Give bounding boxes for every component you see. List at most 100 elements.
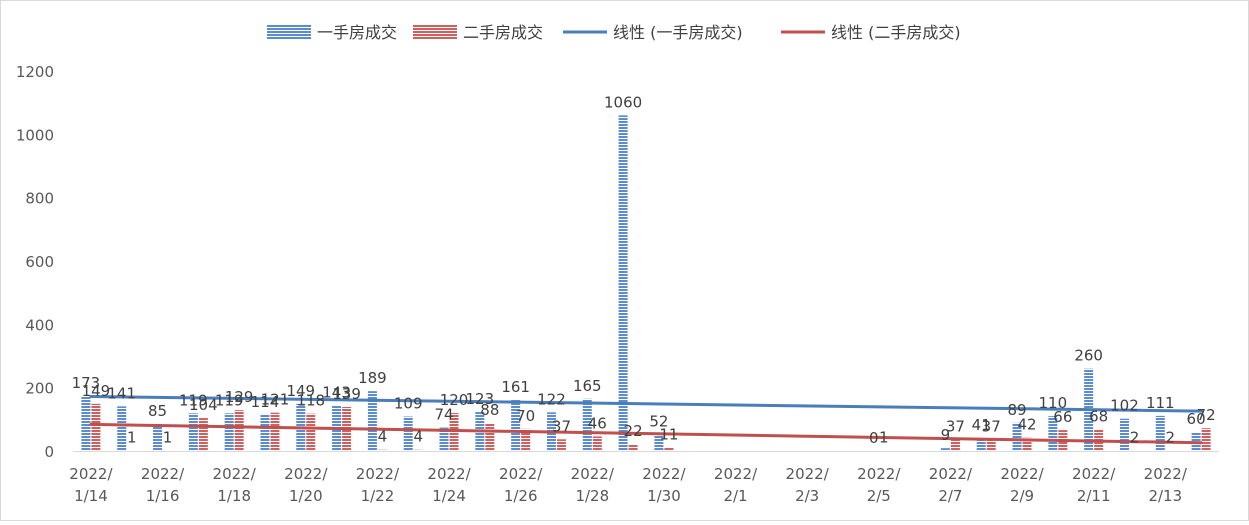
bar-new-home xyxy=(189,413,198,451)
x-tick-label-line2: 1/28 xyxy=(575,487,609,505)
y-tick-label: 1200 xyxy=(16,63,54,81)
bar-resale-home xyxy=(306,414,315,451)
bar-resale-home xyxy=(270,413,279,451)
bar-resale-home xyxy=(987,439,996,451)
x-tick-label-line1: 2022/ xyxy=(571,465,615,483)
bar-new-home xyxy=(225,413,234,451)
x-tick-label-line2: 1/18 xyxy=(217,487,251,505)
data-label-resale-home: 66 xyxy=(1053,408,1072,426)
y-tick-label: 200 xyxy=(25,380,54,398)
bar-resale-home xyxy=(664,448,673,451)
x-tick-label-line2: 2/11 xyxy=(1077,487,1111,505)
data-label-resale-home: 129 xyxy=(225,388,254,406)
bar-resale-home xyxy=(1166,450,1175,451)
x-tick-label-line1: 2022/ xyxy=(714,465,758,483)
data-label-resale-home: 1 xyxy=(879,429,889,447)
x-tick-label-line2: 2/5 xyxy=(867,487,891,505)
data-label-resale-home: 37 xyxy=(982,417,1001,435)
data-label-new-home: 85 xyxy=(148,402,167,420)
bar-resale-home xyxy=(414,450,423,451)
x-tick-label-line1: 2022/ xyxy=(857,465,901,483)
y-tick-label: 800 xyxy=(25,190,54,208)
y-tick-label: 600 xyxy=(25,253,54,271)
x-tick-label-line2: 2/3 xyxy=(795,487,819,505)
bar-resale-home xyxy=(235,410,244,451)
x-tick-label-line2: 1/30 xyxy=(647,487,681,505)
x-tick-label-line1: 2022/ xyxy=(929,465,973,483)
legend-new-home-label: 一手房成交 xyxy=(317,23,397,42)
data-label-new-home: 161 xyxy=(501,378,530,396)
bar-new-home xyxy=(153,424,162,451)
data-label-resale-home: 11 xyxy=(659,426,678,444)
data-label-resale-home: 2 xyxy=(1130,428,1140,446)
data-label-resale-home: 70 xyxy=(516,407,535,425)
data-label-resale-home: 1 xyxy=(127,429,137,447)
data-label-new-home: 189 xyxy=(358,369,387,387)
data-label-new-home: 111 xyxy=(1146,394,1175,412)
x-tick-label-line1: 2022/ xyxy=(642,465,686,483)
x-tick-label-line1: 2022/ xyxy=(69,465,113,483)
bar-resale-home xyxy=(199,418,208,451)
x-tick-label-line2: 1/14 xyxy=(74,487,108,505)
x-tick-label-line2: 1/22 xyxy=(361,487,395,505)
x-tick-label-line1: 2022/ xyxy=(1072,465,1116,483)
bar-new-home xyxy=(260,415,269,451)
bar-new-home xyxy=(81,396,90,451)
bar-new-home xyxy=(1156,416,1165,451)
data-label-new-home: 1060 xyxy=(604,93,642,111)
legend-trend-new-home-label: 线性 (一手房成交) xyxy=(613,23,743,42)
data-label-resale-home: 46 xyxy=(588,414,607,432)
y-tick-label: 400 xyxy=(25,316,54,334)
data-label-resale-home: 2 xyxy=(1166,428,1176,446)
legend-resale-home-swatch xyxy=(413,25,457,39)
x-axis: 2022/1/14 2022/1/16 2022/1/18 2022/1/20 2022… xyxy=(69,452,1219,506)
legend-resale-home-label: 二手房成交 xyxy=(463,23,543,42)
y-tick-label: 0 xyxy=(44,443,54,461)
bar-new-home xyxy=(117,406,126,451)
bar-resale-home xyxy=(1130,450,1139,451)
x-tick-label-line2: 1/20 xyxy=(289,487,323,505)
data-label-new-home: 260 xyxy=(1074,347,1103,365)
bar-resale-home xyxy=(485,423,494,451)
x-tick-label-line2: 2/1 xyxy=(723,487,747,505)
data-label-new-home: 109 xyxy=(394,394,423,412)
x-tick-label-line1: 2022/ xyxy=(427,465,471,483)
bar-new-home xyxy=(404,416,413,451)
bar-resale-home xyxy=(629,444,638,451)
x-tick-label-line1: 2022/ xyxy=(1000,465,1044,483)
x-tick-label-line1: 2022/ xyxy=(356,465,400,483)
x-tick-label-line2: 2/9 xyxy=(1010,487,1034,505)
data-label-resale-home: 139 xyxy=(332,385,361,403)
data-label-resale-home: 104 xyxy=(189,396,218,414)
bar-resale-home xyxy=(1202,428,1211,451)
x-tick-label-line2: 1/16 xyxy=(146,487,180,505)
x-tick-label-line2: 1/24 xyxy=(432,487,466,505)
data-label-resale-home: 37 xyxy=(552,417,571,435)
bar-resale-home xyxy=(593,436,602,451)
data-label-resale-home: 88 xyxy=(480,401,499,419)
data-label-resale-home: 42 xyxy=(1017,416,1036,434)
x-tick-label-line1: 2022/ xyxy=(284,465,328,483)
data-label-resale-home: 149 xyxy=(82,382,111,400)
bar-resale-home xyxy=(91,404,100,451)
bar-resale-home xyxy=(951,439,960,451)
legend-trend-resale-home-label: 线性 (二手房成交) xyxy=(831,23,961,42)
data-label-resale-home: 37 xyxy=(946,417,965,435)
data-label-resale-home: 118 xyxy=(296,392,325,410)
x-tick-label-line1: 2022/ xyxy=(213,465,257,483)
x-tick-label-line1: 2022/ xyxy=(1144,465,1188,483)
data-label-resale-home: 68 xyxy=(1089,407,1108,425)
bar-new-home xyxy=(1120,419,1129,451)
bar-new-home xyxy=(941,448,950,451)
data-label-resale-home: 1 xyxy=(163,429,173,447)
data-label-resale-home: 4 xyxy=(413,428,423,446)
x-tick-label-line2: 1/26 xyxy=(504,487,538,505)
data-label-resale-home: 72 xyxy=(1197,406,1216,424)
data-label-resale-home: 121 xyxy=(261,391,290,409)
x-tick-label-line1: 2022/ xyxy=(141,465,185,483)
data-label-new-home: 165 xyxy=(573,377,602,395)
data-label-new-home: 102 xyxy=(1110,397,1139,415)
